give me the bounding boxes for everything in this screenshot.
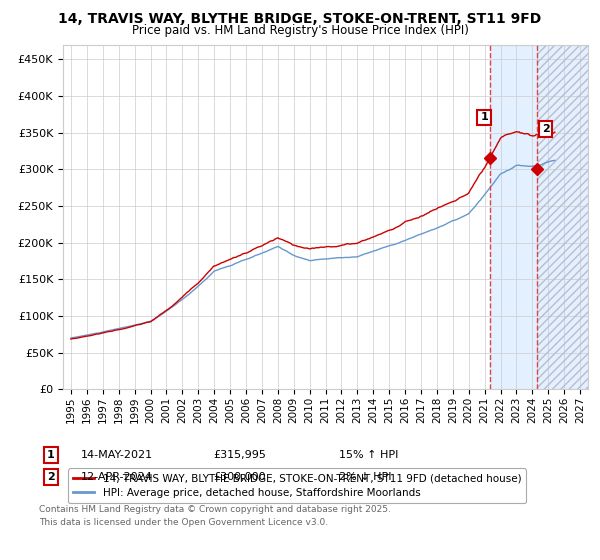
Text: 2% ↓ HPI: 2% ↓ HPI: [339, 472, 391, 482]
Text: 14-MAY-2021: 14-MAY-2021: [81, 450, 153, 460]
Text: 1: 1: [47, 450, 55, 460]
Text: Price paid vs. HM Land Registry's House Price Index (HPI): Price paid vs. HM Land Registry's House …: [131, 24, 469, 37]
Text: Contains HM Land Registry data © Crown copyright and database right 2025.
This d: Contains HM Land Registry data © Crown c…: [39, 505, 391, 526]
Text: £315,995: £315,995: [213, 450, 266, 460]
Text: 2: 2: [542, 124, 550, 134]
Bar: [490, 45, 588, 389]
Text: 12-APR-2024: 12-APR-2024: [81, 472, 153, 482]
Text: 2: 2: [47, 472, 55, 482]
Text: £300,000: £300,000: [213, 472, 266, 482]
Text: 1: 1: [480, 113, 488, 122]
Bar: [537, 45, 588, 389]
Text: 14, TRAVIS WAY, BLYTHE BRIDGE, STOKE-ON-TRENT, ST11 9FD: 14, TRAVIS WAY, BLYTHE BRIDGE, STOKE-ON-…: [58, 12, 542, 26]
Legend: 14, TRAVIS WAY, BLYTHE BRIDGE, STOKE-ON-TRENT, ST11 9FD (detached house), HPI: A: 14, TRAVIS WAY, BLYTHE BRIDGE, STOKE-ON-…: [68, 469, 526, 503]
Text: 15% ↑ HPI: 15% ↑ HPI: [339, 450, 398, 460]
